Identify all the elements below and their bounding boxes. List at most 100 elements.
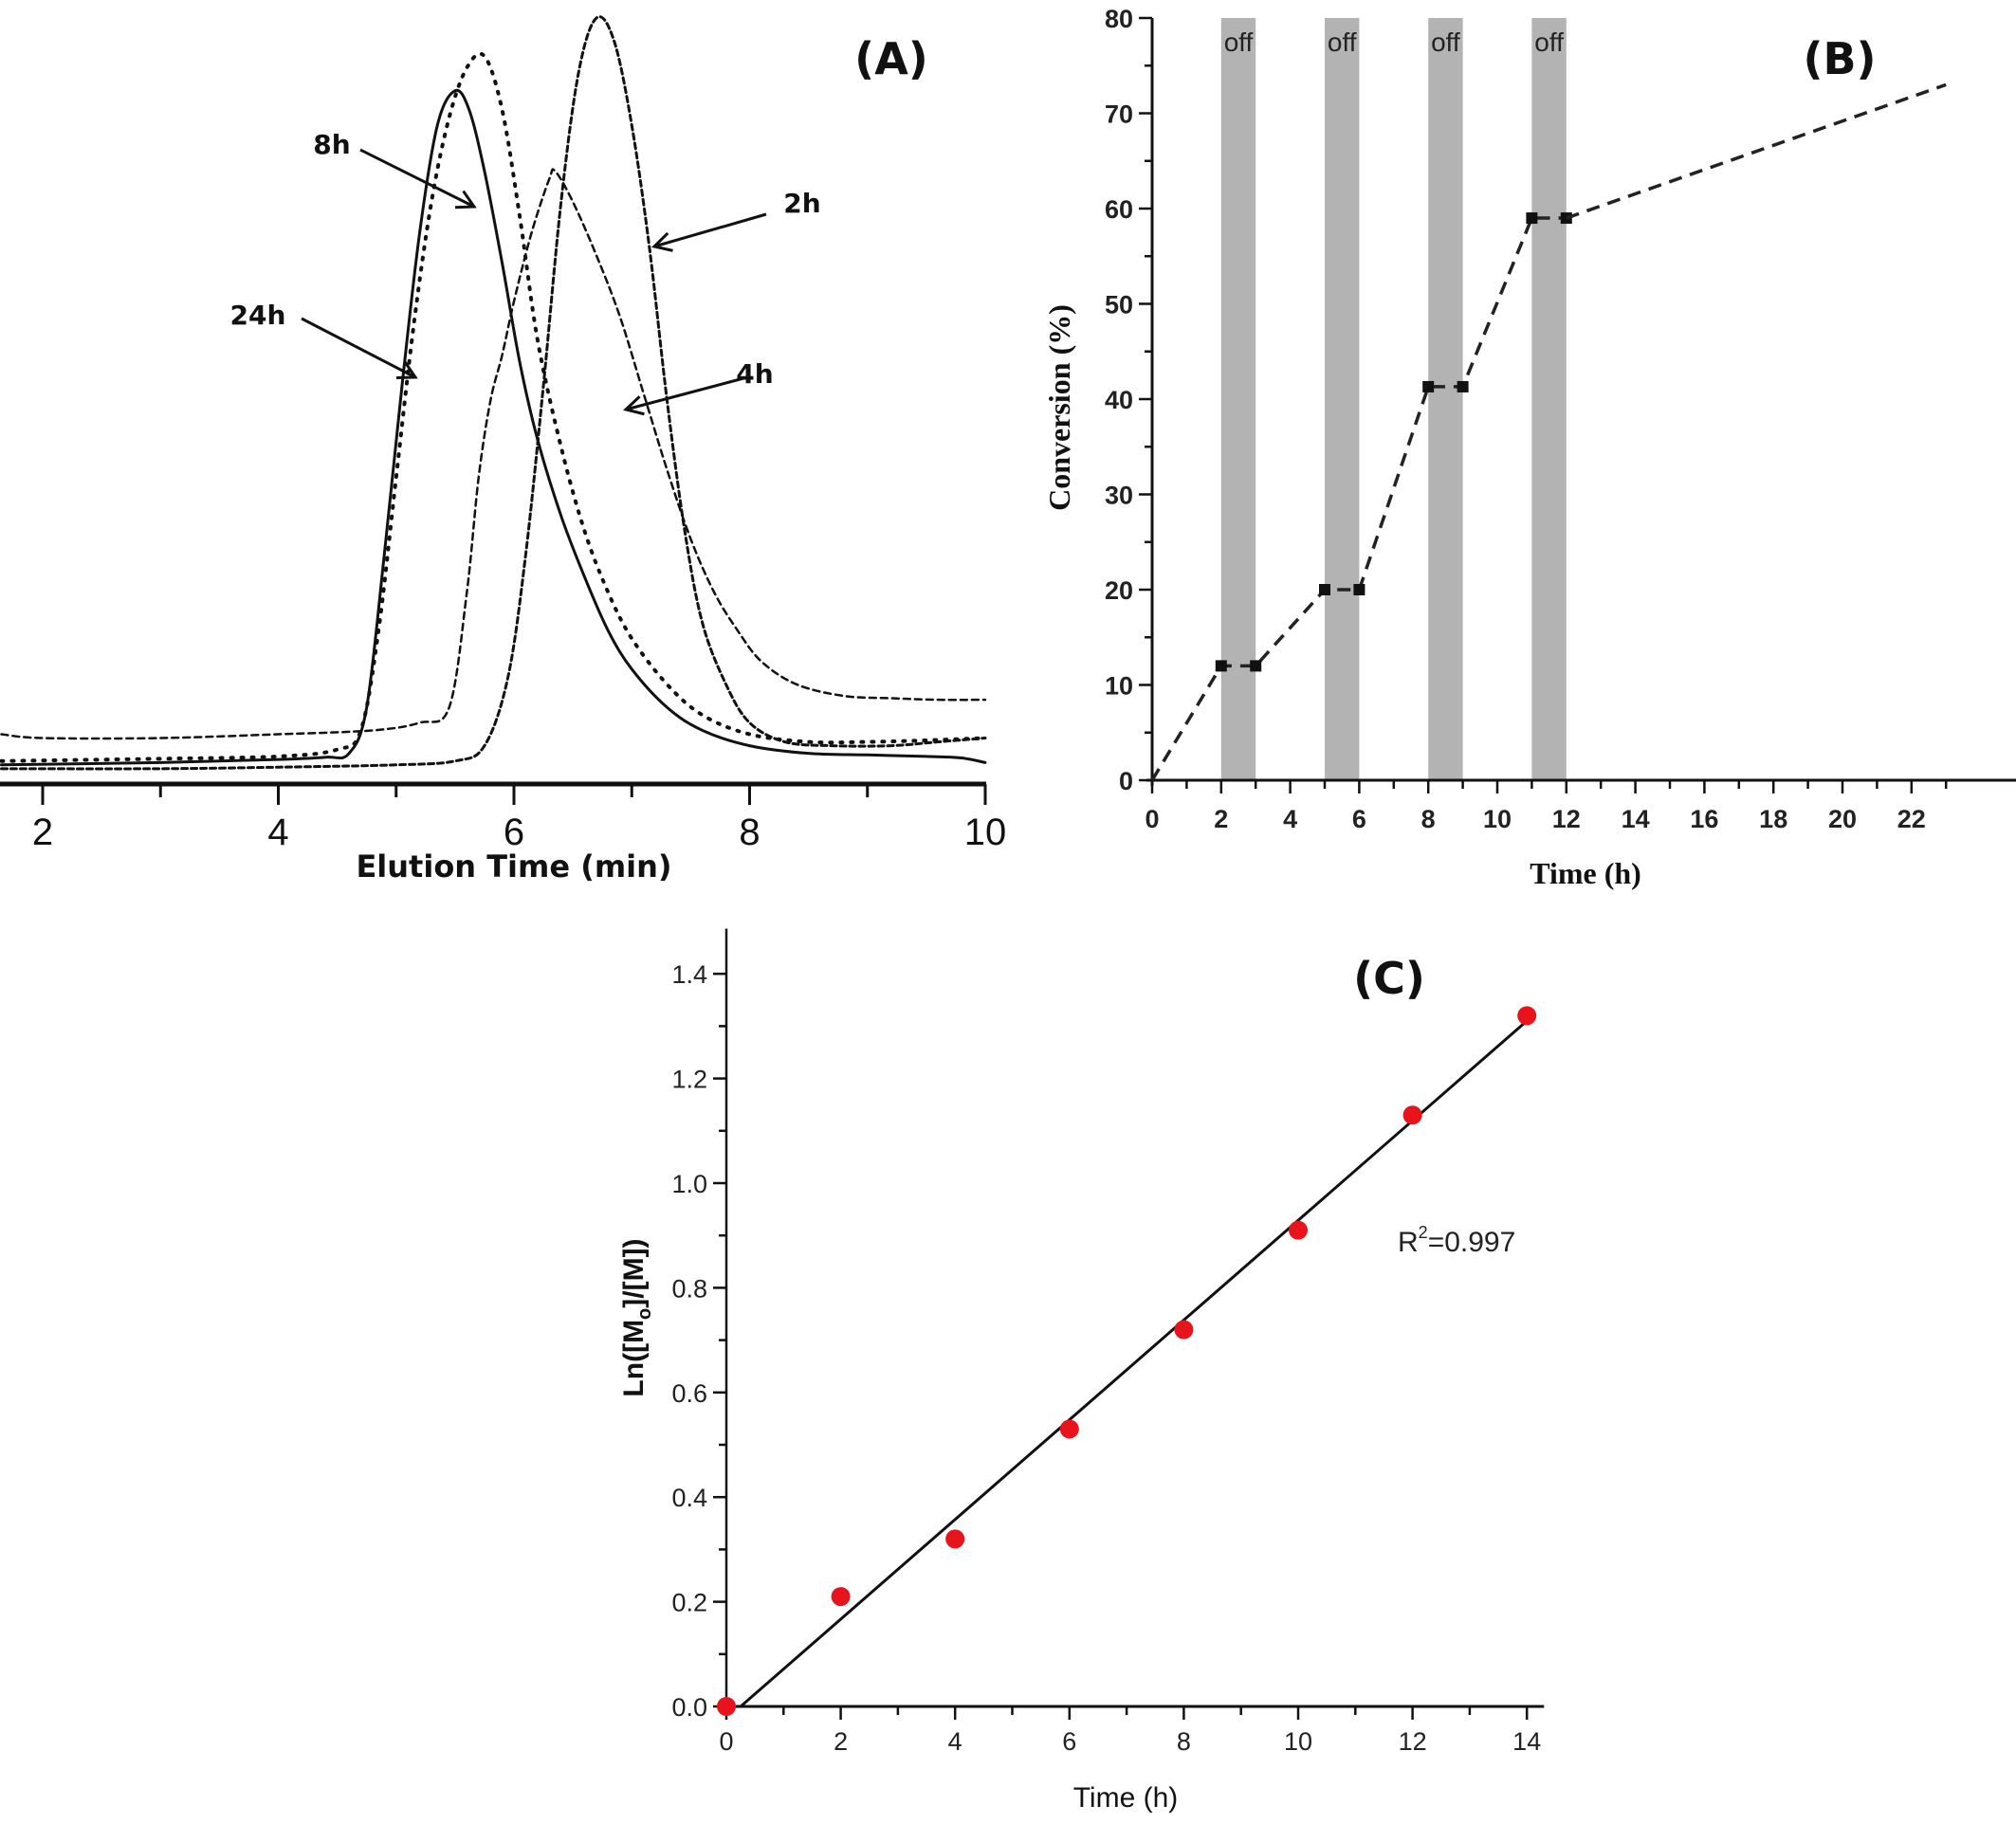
arrow-line: [625, 375, 748, 411]
panel-c-y-tick-label: 1.2: [671, 1066, 707, 1094]
panel-c-fit-line: [740, 1019, 1529, 1708]
panel-c-x-tick-label: 12: [1399, 1727, 1427, 1756]
panel-c-y-tick-label: 0.8: [671, 1274, 707, 1303]
panel-a-curve-4h: [0, 168, 987, 740]
arrow-head-icon: [622, 395, 645, 416]
panel-c-y-tick-label: 0.6: [671, 1379, 707, 1408]
panel-c-data-point: [1174, 1320, 1194, 1340]
off-region-bar: [1325, 18, 1360, 780]
panel-b-x-tick-label: 14: [1622, 805, 1650, 833]
panel-b-x-tick-label: 22: [1897, 805, 1926, 833]
panel-b-x-tick-label: 0: [1145, 805, 1159, 833]
panel-b-y-tick-label: 80: [1105, 5, 1133, 33]
off-region-bar: [1220, 18, 1256, 780]
panel-c-x-tick-label: 4: [948, 1727, 962, 1756]
off-region-label: off: [1534, 27, 1564, 57]
off-region-bar: [1428, 18, 1463, 780]
panel-b-line-extrapolated: [1566, 82, 1947, 220]
panel-a-x-ticks: 2 4 6 8 10: [32, 784, 1006, 853]
panel-c-x-tick-label: 2: [834, 1727, 848, 1756]
panel-a-x-tick-label: 8: [739, 812, 760, 853]
panel-b-x-tick-label: 4: [1283, 805, 1297, 833]
off-region-label: off: [1431, 27, 1460, 57]
panel-b-off-region: off: [1531, 18, 1567, 780]
panel-b-label: (B): [1803, 33, 1876, 84]
panel-c-x-tick-label: 10: [1284, 1727, 1312, 1756]
panel-c-x-tick-label: 6: [1062, 1727, 1076, 1756]
panel-a-curve-label: 8h: [313, 129, 350, 160]
panel-a-gpc-traces: 2 4 6 8 10 8h 2h 24h 4h Elution Time (min) (A): [0, 15, 1006, 885]
panel-a-annotation: 8h: [313, 129, 477, 210]
panel-c-y-tick-label: 0.2: [671, 1589, 707, 1617]
panel-b-marker: [1422, 380, 1435, 392]
panel-c-y-title-prefix: Ln([M: [618, 1320, 650, 1397]
panel-c-data-point: [717, 1697, 736, 1716]
panel-a-curve-8h: [0, 51, 987, 763]
panel-b-off-regions: off off off off: [1220, 18, 1567, 780]
panel-a-annotation: 24h: [230, 300, 418, 379]
off-region-label: off: [1328, 27, 1357, 57]
panel-c-data-point: [1517, 1006, 1537, 1026]
panel-a-annotation: 4h: [622, 358, 774, 416]
r-squared-value: =0.997: [1428, 1227, 1516, 1258]
panel-b-y-tick-label: 10: [1105, 672, 1133, 701]
r-squared-sup: 2: [1419, 1223, 1428, 1242]
panel-c-axes: 0 2 4 6 8 10 12 14 0.0 0.2 0.4 0.6 0.8 1.0 1.2 1.4: [671, 928, 1545, 1756]
panel-a-curve-2h: [0, 15, 987, 771]
arrow-head-icon: [454, 190, 477, 210]
panel-c-data-point: [831, 1587, 851, 1607]
panel-c-data-point: [1289, 1220, 1308, 1240]
panel-c-y-tick-label: 1.4: [671, 960, 707, 989]
panel-b-y-axis-title: Conversion (%): [1042, 304, 1076, 511]
panel-b-marker: [1457, 380, 1469, 392]
panel-b-x-tick-label: 8: [1421, 805, 1436, 833]
arrow-head-icon: [395, 360, 418, 379]
panel-b-y-tick-label: 60: [1105, 195, 1133, 224]
panel-b-y-tick-label: 50: [1105, 291, 1133, 319]
panel-b-x-axis-title: Time (h): [1530, 856, 1641, 890]
panel-b-x-tick-label: 20: [1828, 805, 1857, 833]
panel-a-label: (A): [854, 33, 928, 84]
panel-a-x-tick-label: 4: [267, 812, 288, 853]
panel-c-fit-line-group: [740, 1019, 1529, 1708]
panel-a-x-tick-label: 10: [964, 812, 1007, 853]
off-region-bar: [1531, 18, 1567, 780]
panel-a-annotation-arrows: 8h 2h 24h 4h: [230, 129, 821, 416]
panel-b-x-tick-label: 10: [1483, 805, 1512, 833]
arrow-head-icon: [651, 231, 673, 252]
panel-b-x-tick-label: 16: [1690, 805, 1718, 833]
panel-b-x-tick-label: 2: [1214, 805, 1228, 833]
panel-a-x-tick-label: 6: [504, 812, 524, 853]
panel-c-data-point: [945, 1529, 965, 1549]
panel-c-data-point: [1402, 1105, 1422, 1125]
r-squared-base: R: [1398, 1227, 1419, 1258]
panel-c-y-axis-title: Ln([Mo]/[M]): [618, 1238, 655, 1396]
panel-b-conversion-chart: off off off off 0 10 20 30 40 50 60 70 80 0 2 4 6 8 10 12 1…: [1042, 5, 2016, 890]
panel-b-y-tick-label: 30: [1105, 482, 1133, 510]
panel-c-x-tick-label: 8: [1177, 1727, 1191, 1756]
panel-b-marker: [1215, 660, 1227, 672]
panel-b-marker: [1319, 584, 1330, 595]
panel-b-marker: [1526, 212, 1538, 225]
off-region-label: off: [1224, 27, 1254, 57]
arrow-line: [653, 212, 767, 248]
panel-a-annotation: 2h: [651, 188, 821, 252]
panel-c-r-squared: R2=0.997: [1398, 1223, 1515, 1258]
panel-c-kinetics-chart: 0 2 4 6 8 10 12 14 0.0 0.2 0.4 0.6 0.8 1.0 1.2 1.4 Time…: [618, 928, 1545, 1814]
panel-c-label: (C): [1353, 953, 1425, 1004]
panel-b-x-tick-label: 18: [1759, 805, 1787, 833]
panel-c-x-tick-label: 0: [719, 1727, 733, 1756]
panel-a-x-axis-title: Elution Time (min): [356, 848, 671, 885]
panel-c-points: [717, 1006, 1537, 1716]
panel-c-y-title-suffix: ]/[M]): [618, 1238, 650, 1307]
arrow-line: [301, 317, 416, 379]
panel-a-curve-label: 4h: [736, 358, 773, 390]
panel-b-off-region: off: [1220, 18, 1256, 780]
panel-b-y-tick-label: 70: [1105, 100, 1133, 129]
panel-c-y-tick-label: 1.0: [671, 1170, 707, 1198]
panel-c-data-point: [1059, 1419, 1079, 1439]
panel-a-curve-24h: [0, 88, 987, 767]
panel-b-y-tick-label: 0: [1119, 767, 1133, 795]
panel-a-curve-label: 2h: [783, 188, 820, 219]
